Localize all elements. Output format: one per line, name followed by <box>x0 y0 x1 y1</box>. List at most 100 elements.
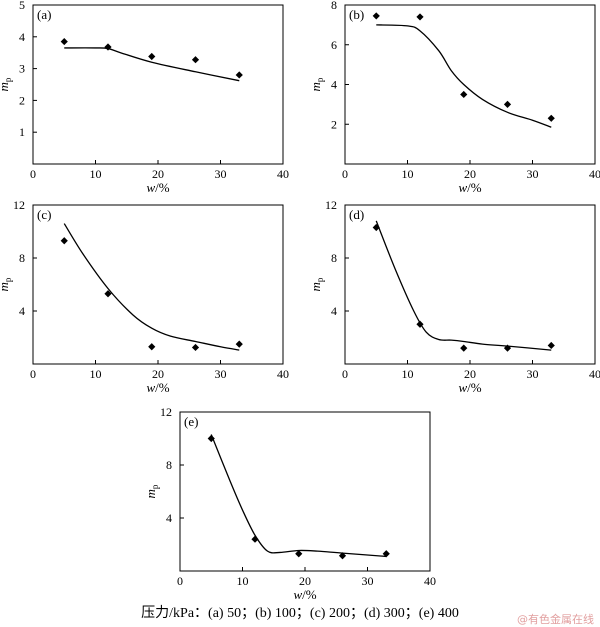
data-point <box>382 550 390 558</box>
x-tick-label: 10 <box>90 367 102 381</box>
data-point <box>104 43 112 51</box>
x-tick-label: 20 <box>464 167 476 181</box>
fit-curve <box>210 434 387 558</box>
data-point <box>60 237 68 245</box>
x-axis-label: w/% <box>146 380 169 395</box>
y-tick-label: 4 <box>19 304 25 318</box>
x-axis-label: w/% <box>458 380 481 395</box>
data-point <box>547 114 555 122</box>
data-point <box>416 320 424 328</box>
chart-panel-2: 0 10 20 30 40 2 4 6 8 (b) w/% mp <box>308 0 600 195</box>
x-tick-label: 0 <box>30 167 36 181</box>
y-tick-label: 8 <box>19 251 25 265</box>
x-tick-label: 20 <box>299 574 311 588</box>
y-axis-label: mp <box>308 77 325 91</box>
x-axis-label: w/% <box>293 587 316 602</box>
x-tick-label: 30 <box>362 574 374 588</box>
data-point <box>416 13 424 21</box>
x-tick-label: 20 <box>464 367 476 381</box>
x-tick-label: 30 <box>215 367 227 381</box>
x-tick-label: 0 <box>342 367 348 381</box>
x-tick-label: 30 <box>527 167 539 181</box>
x-axis-label: w/% <box>146 180 169 195</box>
data-point <box>338 552 347 560</box>
y-axis-label: mp <box>308 277 325 291</box>
y-tick-label: 2 <box>19 93 25 107</box>
data-point <box>191 56 200 64</box>
x-tick-label: 0 <box>30 367 36 381</box>
x-tick-label: 10 <box>237 574 249 588</box>
chart-panel-1: 0 10 20 30 40 1 2 3 4 5 (a) w/% mp <box>0 0 289 195</box>
data-point <box>460 90 468 99</box>
y-tick-label: 8 <box>331 0 337 12</box>
x-tick-label: 20 <box>152 367 164 381</box>
panel-label: (a) <box>37 7 51 22</box>
y-tick-label: 2 <box>331 117 337 131</box>
x-tick-label: 40 <box>424 574 436 588</box>
plot-frame <box>32 204 284 365</box>
chart-panel-3: 0 10 20 30 40 4 8 12 (c) w/% mp <box>0 198 289 395</box>
data-point <box>251 535 259 543</box>
fit-curve <box>376 24 552 128</box>
y-tick-label: 4 <box>331 304 337 318</box>
y-axis-label: mp <box>0 277 13 291</box>
x-tick-label: 40 <box>277 367 289 381</box>
panel-label: (c) <box>37 207 51 222</box>
y-tick-label: 1 <box>19 125 25 139</box>
figure-caption: 压力/kPa：(a) 50；(b) 100；(c) 200；(d) 300；(e… <box>141 606 459 621</box>
y-tick-label: 8 <box>331 251 337 265</box>
data-point <box>207 434 215 443</box>
x-tick-label: 30 <box>215 167 227 181</box>
x-tick-label: 40 <box>589 367 600 381</box>
data-point <box>372 12 380 20</box>
data-point <box>460 344 468 352</box>
data-point <box>295 550 303 558</box>
watermark: @有色金属在线 <box>517 613 594 626</box>
data-point <box>372 223 380 232</box>
data-point <box>148 52 156 61</box>
fit-curve <box>375 220 552 351</box>
x-tick-label: 10 <box>402 167 414 181</box>
data-point <box>191 343 200 352</box>
chart-panel-5: 0 10 20 30 40 4 8 12 (e) w/% mp <box>143 405 436 602</box>
x-tick-label: 40 <box>589 167 600 181</box>
y-axis-label: mp <box>0 77 13 91</box>
x-tick-label: 10 <box>402 367 414 381</box>
chart-panel-4: 0 10 20 30 40 4 8 12 (d) w/% mp <box>308 198 600 395</box>
data-point <box>60 37 68 46</box>
data-point <box>235 340 243 348</box>
plot-frame <box>32 4 284 165</box>
y-tick-label: 8 <box>166 458 172 472</box>
data-point <box>104 290 112 298</box>
x-tick-label: 0 <box>342 167 348 181</box>
panel-label: (b) <box>349 7 364 22</box>
fit-curve <box>63 223 240 351</box>
x-tick-label: 30 <box>527 367 539 381</box>
data-point <box>503 100 512 108</box>
data-point <box>235 71 243 79</box>
x-tick-label: 10 <box>90 167 102 181</box>
y-axis-label: mp <box>143 484 160 498</box>
y-tick-label: 6 <box>331 38 337 52</box>
plot-frame <box>344 204 596 365</box>
fit-curve <box>64 47 240 82</box>
y-tick-label: 4 <box>19 30 25 44</box>
data-point <box>503 344 512 352</box>
y-tick-label: 4 <box>166 511 172 525</box>
plot-frame <box>344 4 596 165</box>
x-tick-label: 0 <box>177 574 183 588</box>
y-tick-label: 3 <box>19 62 25 76</box>
panel-label: (e) <box>184 414 198 429</box>
x-tick-label: 40 <box>277 167 289 181</box>
y-tick-label: 12 <box>160 405 172 419</box>
panel-label: (d) <box>349 207 364 222</box>
y-tick-label: 12 <box>13 198 25 212</box>
y-tick-label: 4 <box>331 78 337 92</box>
data-point <box>547 341 555 350</box>
x-tick-label: 20 <box>152 167 164 181</box>
y-tick-label: 12 <box>325 198 337 212</box>
x-axis-label: w/% <box>458 180 481 195</box>
plot-frame <box>179 411 431 572</box>
y-tick-label: 5 <box>19 0 25 12</box>
